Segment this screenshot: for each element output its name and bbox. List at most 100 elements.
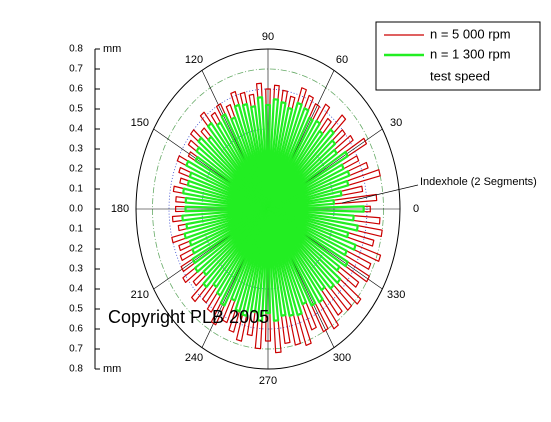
r-tick-label: 0.5 [69, 104, 83, 115]
spike [266, 207, 342, 285]
spike [266, 207, 287, 317]
spike [266, 148, 338, 211]
spike [266, 207, 349, 268]
spike [186, 179, 270, 211]
spike [185, 207, 270, 230]
spike [266, 179, 350, 211]
spike [264, 207, 272, 315]
spike [185, 160, 270, 211]
spike [216, 121, 270, 211]
spike [183, 207, 270, 240]
angle-label: 90 [262, 31, 274, 43]
spike [266, 207, 357, 251]
r-tick-label: 0.7 [69, 64, 83, 75]
r-tick-label: 0.0 [69, 204, 83, 215]
spike [266, 207, 350, 239]
angle-label: 0 [413, 203, 419, 215]
r-unit: mm [103, 363, 121, 375]
spike [241, 102, 270, 211]
spike [195, 146, 270, 211]
annotation-leader [341, 184, 419, 204]
spike [184, 205, 270, 213]
spike [266, 101, 303, 211]
r-tick-label: 0.1 [69, 184, 83, 195]
spike [188, 171, 270, 211]
spike [266, 207, 326, 292]
spike [266, 101, 287, 211]
spike [266, 128, 335, 211]
spike [250, 105, 270, 211]
spike [266, 207, 303, 317]
spike [191, 207, 270, 255]
spike [266, 106, 294, 211]
angle-label: 150 [131, 117, 149, 129]
legend-label: n = 5 000 rpm [430, 26, 511, 41]
spike [264, 103, 272, 211]
spike [266, 107, 310, 211]
spike [266, 207, 341, 272]
r-tick-label: 0.2 [69, 244, 83, 255]
spike [266, 205, 365, 213]
r-tick-label: 0.6 [69, 324, 83, 335]
spike [266, 207, 355, 222]
r-tick-label: 0.5 [69, 304, 83, 315]
r-tick-label: 0.3 [69, 264, 83, 275]
angle-label: 30 [390, 117, 402, 129]
spike [266, 98, 280, 211]
spike [266, 207, 324, 304]
angle-label: 330 [387, 289, 405, 301]
spike [266, 163, 345, 211]
spike [194, 155, 270, 211]
spike [266, 207, 280, 322]
spike [216, 207, 270, 297]
spike [184, 196, 270, 211]
spike [233, 103, 270, 211]
legend-label: n = 1 300 rpm [430, 46, 511, 61]
annotation: Indexhole (2 Segments) [420, 176, 537, 188]
spike [202, 207, 270, 277]
angle-label: 240 [185, 352, 203, 364]
spike [266, 207, 317, 307]
r-tick-label: 0.2 [69, 164, 83, 175]
r-tick-label: 0.8 [69, 44, 83, 55]
spike [266, 199, 335, 211]
r-tick-label: 0.1 [69, 224, 83, 235]
spike [219, 207, 270, 307]
angle-label: 210 [131, 289, 149, 301]
r-tick-label: 0.3 [69, 144, 83, 155]
spike [220, 113, 270, 211]
spike [266, 207, 295, 317]
spike [266, 207, 348, 257]
angle-label: 120 [185, 54, 203, 66]
angle-label: 270 [259, 375, 277, 387]
spike [182, 187, 270, 211]
angle-label: 300 [333, 352, 351, 364]
spike [266, 207, 359, 232]
r-tick-label: 0.4 [69, 284, 83, 295]
spike [241, 207, 270, 317]
angle-label: 60 [336, 54, 348, 66]
copyright: Copyright PLB 2005 [108, 307, 269, 327]
spike [207, 135, 270, 211]
spike [256, 207, 270, 322]
spike [207, 122, 270, 211]
spike [266, 119, 321, 211]
r-tick-label: 0.6 [69, 84, 83, 95]
spike [212, 207, 270, 289]
r-tick-label: 0.8 [69, 364, 83, 375]
spike [230, 207, 270, 302]
spike [266, 207, 308, 306]
r-tick-label: 0.4 [69, 124, 83, 135]
spike [230, 116, 270, 211]
series [181, 96, 365, 322]
r-tick-label: 0.7 [69, 344, 83, 355]
spike [266, 116, 314, 211]
spike [266, 190, 343, 211]
spike [266, 207, 335, 290]
spike [266, 139, 337, 211]
spike [194, 207, 270, 273]
spike [191, 207, 270, 265]
spike [250, 207, 270, 313]
angle-label: 180 [111, 203, 129, 215]
